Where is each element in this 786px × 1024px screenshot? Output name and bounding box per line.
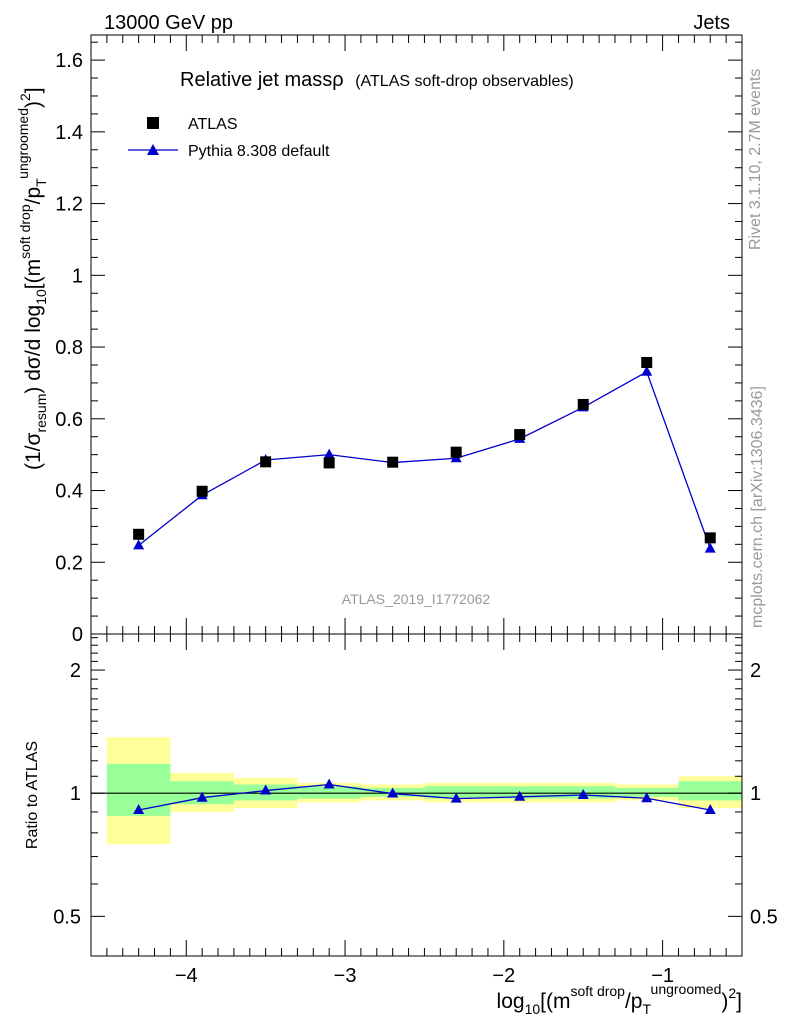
ratio-band-green	[424, 786, 488, 799]
legend-atlas-label: ATLAS	[188, 116, 238, 133]
atlas-point	[133, 528, 145, 540]
ratio-point	[387, 787, 399, 798]
ratio-y-tick-label-right: 0.5	[750, 906, 778, 928]
ratio-y-tick-label-right: 2	[750, 660, 761, 682]
ratio-point	[641, 792, 653, 803]
main-y-tick-label: 0.4	[55, 481, 83, 503]
ratio-y-tick-label-left: 2	[70, 660, 81, 682]
x-tick-label: −2	[492, 965, 515, 987]
main-y-tick-label: 0.8	[55, 337, 83, 359]
atlas-point	[577, 398, 589, 410]
ratio-band-green	[297, 786, 361, 799]
ratio-point	[704, 803, 716, 814]
atlas-point	[704, 532, 716, 544]
chart-title-main: Relative jet massρ	[180, 69, 344, 91]
legend-pythia-marker	[147, 144, 159, 155]
main-y-tick-label: 1.2	[55, 194, 83, 216]
chart-title: Relative jet massρ (ATLAS soft-drop obse…	[180, 69, 574, 91]
atlas-point	[260, 456, 272, 468]
main-y-tick-label: 0.6	[55, 409, 83, 431]
atlas-point	[196, 485, 208, 497]
rivet-version-label: Rivet 3.1.10, 2.7M events	[747, 69, 764, 250]
ratio-point	[323, 778, 335, 789]
ratio-plot-frame	[90, 633, 743, 957]
legend-pythia-label: Pythia 8.308 default	[188, 143, 330, 160]
pythia-point	[704, 542, 716, 553]
ratio-point	[450, 792, 462, 803]
main-y-tick-label: 1.6	[55, 50, 83, 72]
legend: ATLAS Pythia 8.308 default	[128, 116, 330, 160]
atlas-point	[514, 429, 526, 441]
header-left-label: 13000 GeV pp	[104, 12, 233, 34]
pythia-series-line	[138, 370, 711, 549]
pythia-point	[641, 365, 653, 376]
ratio-panel	[91, 737, 742, 845]
ratio-point	[260, 784, 272, 795]
legend-atlas-marker	[147, 117, 159, 129]
ratio-point	[196, 791, 208, 802]
x-tick-label: −4	[175, 965, 198, 987]
analysis-watermark: ATLAS_2019_I1772062	[342, 591, 491, 607]
ratio-point	[133, 803, 145, 814]
main-y-axis-label: (1/σresum) dσ/d log10[(msoft drop/pTungr…	[15, 87, 49, 470]
chart-subtitle: (ATLAS soft-drop observables)	[355, 73, 573, 90]
atlas-point	[323, 457, 335, 469]
atlas-point	[641, 356, 653, 368]
ratio-y-tick-label-left: 1	[70, 783, 81, 805]
ratio-band-green	[678, 781, 742, 801]
header-right-label: Jets	[693, 12, 730, 34]
ratio-point	[514, 790, 526, 801]
mcplots-label: mcplots.cern.ch [arXiv:1306.3436]	[749, 386, 766, 628]
x-tick-label: −1	[651, 965, 674, 987]
ratio-y-tick-label-left: 0.5	[53, 906, 81, 928]
ratio-series-line	[138, 783, 711, 811]
atlas-point	[387, 456, 399, 468]
main-y-tick-label: 1	[72, 265, 83, 287]
main-y-tick-label: 0	[72, 624, 83, 646]
main-y-tick-label: 1.4	[55, 122, 83, 144]
x-axis-label: log10[(msoft drop/pTungroomed)2]	[497, 981, 742, 1017]
atlas-point	[450, 446, 462, 458]
x-tick-label: −3	[334, 965, 357, 987]
pythia-point	[323, 448, 335, 459]
main-y-tick-label: 0.2	[55, 552, 83, 574]
pythia-point	[133, 539, 145, 550]
ratio-y-tick-label-right: 1	[750, 783, 761, 805]
ratio-y-axis-label: Ratio to ATLAS	[24, 741, 41, 849]
ratio-point	[577, 788, 589, 799]
